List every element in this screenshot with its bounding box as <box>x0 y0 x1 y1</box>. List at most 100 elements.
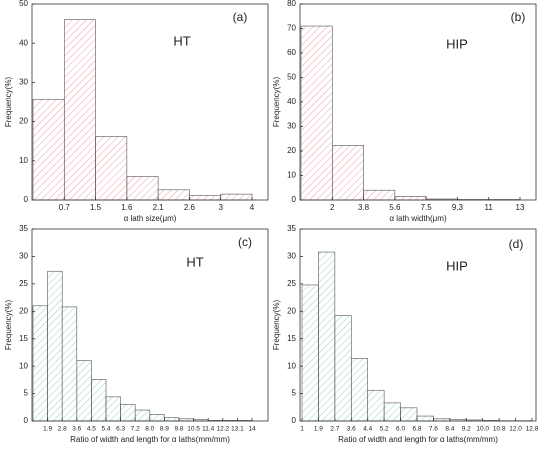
y-tick-label: 20 <box>287 146 296 155</box>
y-tick-label: 0 <box>292 195 297 204</box>
x-tick-label: 6.8 <box>412 426 421 433</box>
bar <box>95 136 128 201</box>
annotation: HT <box>173 33 190 48</box>
annotation: HT <box>186 254 203 269</box>
y-tick-label: 40 <box>287 97 296 106</box>
bar <box>334 315 352 422</box>
x-tick-label: 8.0 <box>145 426 154 433</box>
bar <box>220 193 253 201</box>
x-tick-label: 13.1 <box>231 426 244 433</box>
y-tick-label: 20 <box>19 117 28 126</box>
y-axis-label: Frequency(%) <box>4 77 13 128</box>
y-tick-label: 30 <box>19 252 28 261</box>
y-tick-label: 5 <box>292 389 297 398</box>
y-tick-label: 40 <box>19 38 28 47</box>
x-tick-label: 3.6 <box>72 426 81 433</box>
x-tick-label: 9.3 <box>452 203 464 212</box>
y-tick-label: 80 <box>287 0 296 8</box>
x-tick-label: 4 <box>250 203 255 212</box>
y-tick-label: 25 <box>19 279 28 288</box>
x-tick-label: 1.9 <box>43 426 52 433</box>
bar <box>32 98 65 201</box>
bar <box>400 407 418 422</box>
x-tick-label: 10.5 <box>187 426 200 433</box>
bar <box>164 417 180 422</box>
y-tick-label: 35 <box>287 224 296 233</box>
y-tick-label: 0 <box>292 416 297 425</box>
bar <box>76 360 92 422</box>
bar <box>47 270 63 422</box>
y-tick-label: 70 <box>287 24 296 33</box>
bar <box>126 176 159 201</box>
x-tick-label: 12.8 <box>526 426 539 433</box>
x-tick-label: 9.8 <box>174 426 183 433</box>
y-tick-label: 10 <box>19 156 28 165</box>
y-tick-label: 25 <box>287 279 296 288</box>
panel-label: (b) <box>511 10 526 24</box>
x-tick-label: 14 <box>248 426 256 433</box>
bar <box>32 305 48 422</box>
x-tick-label: 11.4 <box>202 426 215 433</box>
x-tick-label: 2 <box>330 203 335 212</box>
x-tick-label: 1.9 <box>314 426 323 433</box>
y-tick-label: 0 <box>24 195 29 204</box>
x-tick-label: 2.6 <box>184 203 196 212</box>
bar <box>105 396 121 422</box>
x-axis-label: Ratio of width and length for α laths(mm… <box>70 435 230 444</box>
x-tick-label: 3.6 <box>347 426 356 433</box>
annotation: HIP <box>446 36 468 51</box>
x-tick-label: 11 <box>485 203 494 212</box>
y-axis-label: Frequency(%) <box>272 77 281 128</box>
x-tick-label: 2.7 <box>330 426 339 433</box>
x-tick-label: 6.0 <box>396 426 405 433</box>
bar <box>61 306 78 422</box>
bar <box>363 189 396 201</box>
y-tick-label: 0 <box>24 416 29 425</box>
y-axis-label: Frequency(%) <box>4 300 13 351</box>
x-tick-label: 3.8 <box>358 203 370 212</box>
x-tick-label: 1.6 <box>121 203 133 212</box>
bar <box>149 414 165 422</box>
x-tick-label: 3 <box>218 203 223 212</box>
x-tick-label: 0.7 <box>59 203 71 212</box>
panel-label: (a) <box>233 10 248 24</box>
y-tick-label: 30 <box>287 252 296 261</box>
bar <box>383 402 401 422</box>
panel-label: (d) <box>509 237 524 251</box>
y-tick-label: 20 <box>19 306 28 315</box>
bar <box>134 409 151 422</box>
x-axis-label: Ratio of width and length for α laths(mm… <box>338 435 498 444</box>
x-tick-label: 9.2 <box>462 426 471 433</box>
x-tick-label: 12.0 <box>509 426 522 433</box>
bar <box>416 415 434 422</box>
x-tick-label: 1 <box>300 426 304 433</box>
plot-frame <box>299 228 537 422</box>
x-tick-label: 5.4 <box>101 426 110 433</box>
bar <box>91 379 107 422</box>
y-tick-label: 50 <box>287 73 296 82</box>
y-tick-label: 35 <box>19 224 28 233</box>
y-tick-label: 60 <box>287 48 296 57</box>
x-axis-label: α lath size(μm) <box>124 214 177 223</box>
y-tick-label: 5 <box>24 389 29 398</box>
x-tick-label: 8.9 <box>160 426 169 433</box>
bar <box>189 194 222 201</box>
bar <box>394 196 427 201</box>
x-tick-label: 4.4 <box>363 426 372 433</box>
x-tick-label: 7.6 <box>429 426 438 433</box>
x-tick-label: 12.2 <box>216 426 229 433</box>
y-tick-label: 30 <box>287 122 296 131</box>
x-tick-label: 5.2 <box>380 426 389 433</box>
y-tick-label: 10 <box>287 171 296 180</box>
plot-frame <box>31 3 269 201</box>
x-tick-label: 7.2 <box>131 426 140 433</box>
y-tick-label: 30 <box>19 78 28 87</box>
x-tick-label: 10.8 <box>493 426 506 433</box>
bar <box>367 389 385 422</box>
bar <box>350 358 369 422</box>
x-tick-label: 2.8 <box>58 426 67 433</box>
x-tick-label: 1.5 <box>90 203 102 212</box>
x-tick-label: 8.4 <box>445 426 454 433</box>
x-tick-label: 2.1 <box>153 203 165 212</box>
